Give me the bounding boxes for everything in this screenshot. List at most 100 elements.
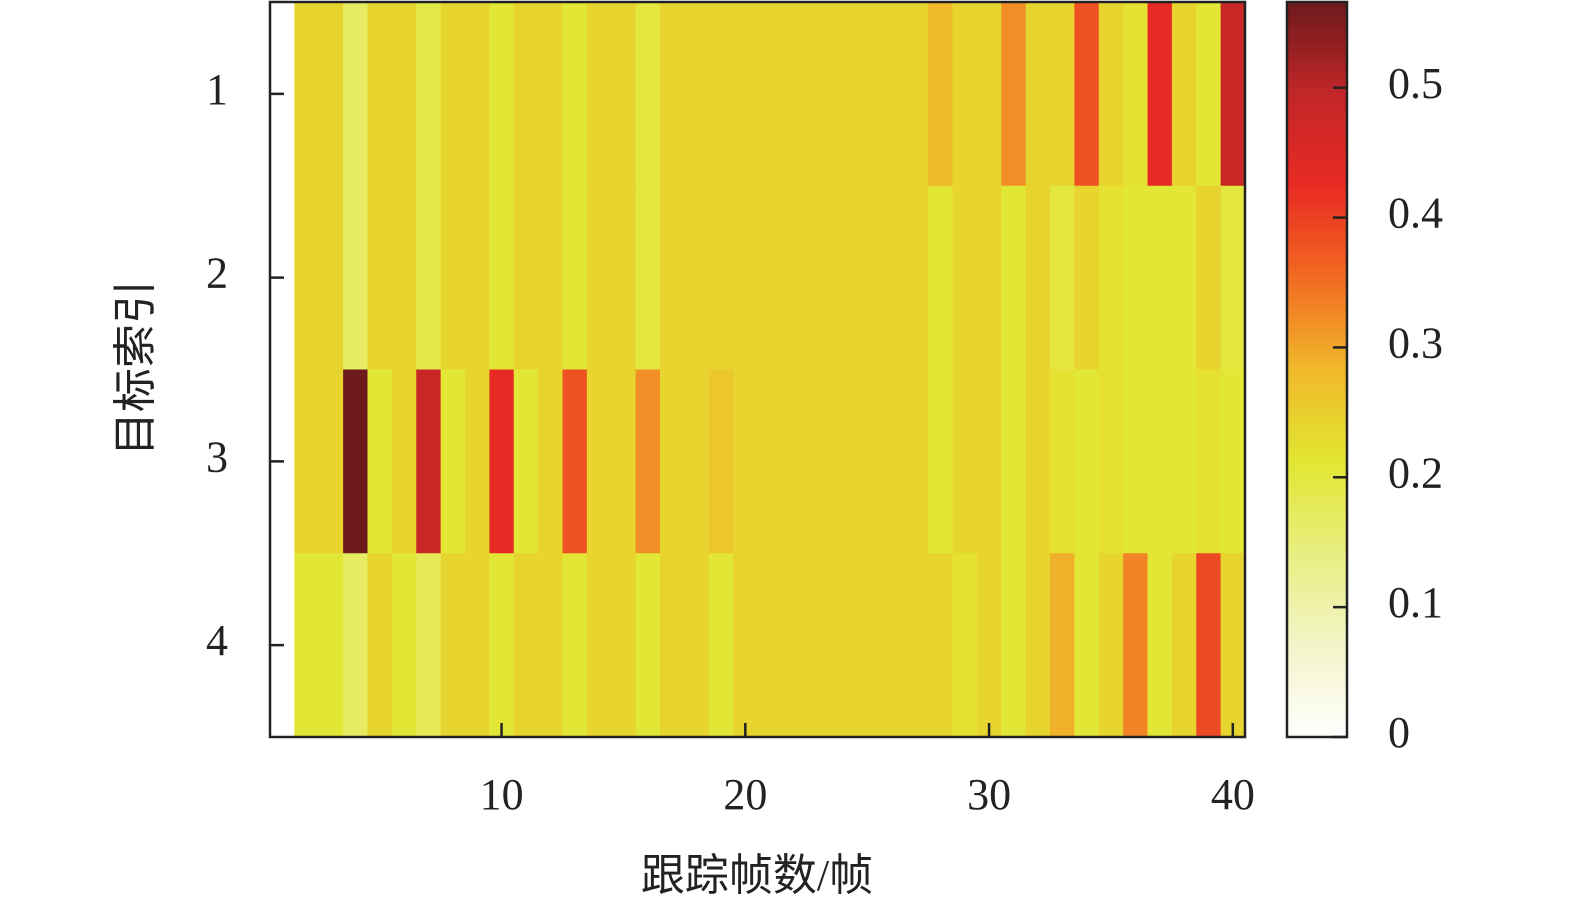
colorbar-tick-label: 0.2 xyxy=(1388,448,1443,497)
heatmap-cell xyxy=(855,553,880,738)
heatmap-cell xyxy=(1220,553,1246,738)
heatmap-cell xyxy=(611,553,637,738)
heatmap-cell xyxy=(318,553,344,738)
heatmap-cell xyxy=(465,369,490,554)
heatmap-cell xyxy=(1123,2,1148,187)
heatmap-cell xyxy=(928,553,953,738)
heatmap-cell xyxy=(830,2,856,187)
heatmap-cell xyxy=(1196,369,1222,554)
heatmap-cell xyxy=(489,185,515,370)
heatmap-cell xyxy=(416,553,442,738)
heatmap-cell xyxy=(1074,369,1100,554)
heatmap-cell xyxy=(562,369,588,554)
heatmap-cell xyxy=(1220,185,1246,370)
x-tick-label: 20 xyxy=(723,770,767,819)
heatmap-cell xyxy=(586,185,612,370)
heatmap-cell xyxy=(660,553,685,738)
heatmap-cell xyxy=(538,2,563,187)
heatmap-cell xyxy=(1147,2,1173,187)
heatmap-cell xyxy=(903,185,929,370)
y-tick-label: 3 xyxy=(206,432,228,481)
heatmap-cell xyxy=(733,369,758,554)
heatmap-cell xyxy=(538,185,563,370)
heatmap-cell xyxy=(1098,2,1124,187)
heatmap-cell xyxy=(562,2,588,187)
heatmap-cell xyxy=(1001,369,1027,554)
heatmap-cell xyxy=(733,2,758,187)
heatmap-cell xyxy=(1050,553,1075,738)
colorbar-tick-label: 0.1 xyxy=(1388,578,1443,627)
heatmap-cell xyxy=(294,185,320,370)
heatmap-cell xyxy=(976,369,1002,554)
heatmap-cell xyxy=(294,2,320,187)
heatmap-cell xyxy=(367,553,393,738)
heatmap-cell xyxy=(928,369,953,554)
heatmap-cell xyxy=(684,369,710,554)
heatmap-cell xyxy=(465,185,490,370)
heatmap-cell xyxy=(1001,553,1027,738)
heatmap-cell xyxy=(367,185,393,370)
heatmap-cell xyxy=(440,185,466,370)
heatmap-cell xyxy=(416,185,442,370)
x-tick-label: 30 xyxy=(967,770,1011,819)
heatmap-cell xyxy=(440,553,466,738)
heatmap-cell xyxy=(367,2,393,187)
heatmap-cell xyxy=(318,369,344,554)
heatmap-cell xyxy=(562,553,588,738)
heatmap-cell xyxy=(513,369,539,554)
heatmap-cell xyxy=(489,553,515,738)
heatmap-cell xyxy=(660,369,685,554)
heatmap-cell xyxy=(1123,185,1148,370)
heatmap-cell xyxy=(586,553,612,738)
heatmap-cell xyxy=(318,2,344,187)
heatmap-cell xyxy=(1025,553,1051,738)
y-tick-label: 4 xyxy=(206,616,228,665)
heatmap-cell xyxy=(781,185,807,370)
y-axis-label: 目标索引 xyxy=(111,280,160,456)
heatmap-cell xyxy=(879,185,905,370)
heatmap-cell xyxy=(879,2,905,187)
heatmap-cell xyxy=(489,2,515,187)
heatmap-cell xyxy=(903,553,929,738)
heatmap-cell xyxy=(1147,185,1173,370)
heatmap-cell xyxy=(928,185,953,370)
heatmap-cell xyxy=(1171,185,1197,370)
heatmap-cell xyxy=(416,2,442,187)
heatmap-cell xyxy=(1098,185,1124,370)
heatmap-cell xyxy=(343,2,368,187)
colorbar-tick-label: 0.4 xyxy=(1388,189,1443,238)
heatmap-cell xyxy=(1196,2,1222,187)
heatmap-cell xyxy=(879,553,905,738)
heatmap-cell xyxy=(757,185,783,370)
heatmap-cell xyxy=(1220,369,1246,554)
heatmap-cell xyxy=(1050,185,1075,370)
colorbar-tick-label: 0 xyxy=(1388,708,1410,757)
heatmap-cell xyxy=(294,553,320,738)
heatmap-cell xyxy=(757,553,783,738)
heatmap-cell xyxy=(465,2,490,187)
heatmap-cell xyxy=(1220,2,1246,187)
heatmap-cell xyxy=(855,2,880,187)
heatmap-cell xyxy=(391,553,417,738)
heatmap-cell xyxy=(708,553,734,738)
heatmap-cell xyxy=(1171,553,1197,738)
heatmap-cell xyxy=(1074,553,1100,738)
heatmap-cell xyxy=(1001,2,1027,187)
heatmap-cell xyxy=(1001,185,1027,370)
heatmap-cell xyxy=(952,553,978,738)
heatmap-cell xyxy=(465,553,490,738)
heatmap-cell xyxy=(1025,185,1051,370)
colorbar-tick-label: 0.3 xyxy=(1388,319,1443,368)
heatmap-cell xyxy=(513,553,539,738)
heatmap-cell xyxy=(976,553,1002,738)
colorbar xyxy=(1285,0,1349,739)
heatmap-cell xyxy=(806,2,832,187)
heatmap-cell xyxy=(416,369,442,554)
heatmap-cell xyxy=(952,2,978,187)
heatmap-cell xyxy=(1123,369,1148,554)
heatmap-cell xyxy=(1123,553,1148,738)
heatmap-cell xyxy=(1025,2,1051,187)
heatmap-cell xyxy=(806,369,832,554)
heatmap-cell xyxy=(440,2,466,187)
